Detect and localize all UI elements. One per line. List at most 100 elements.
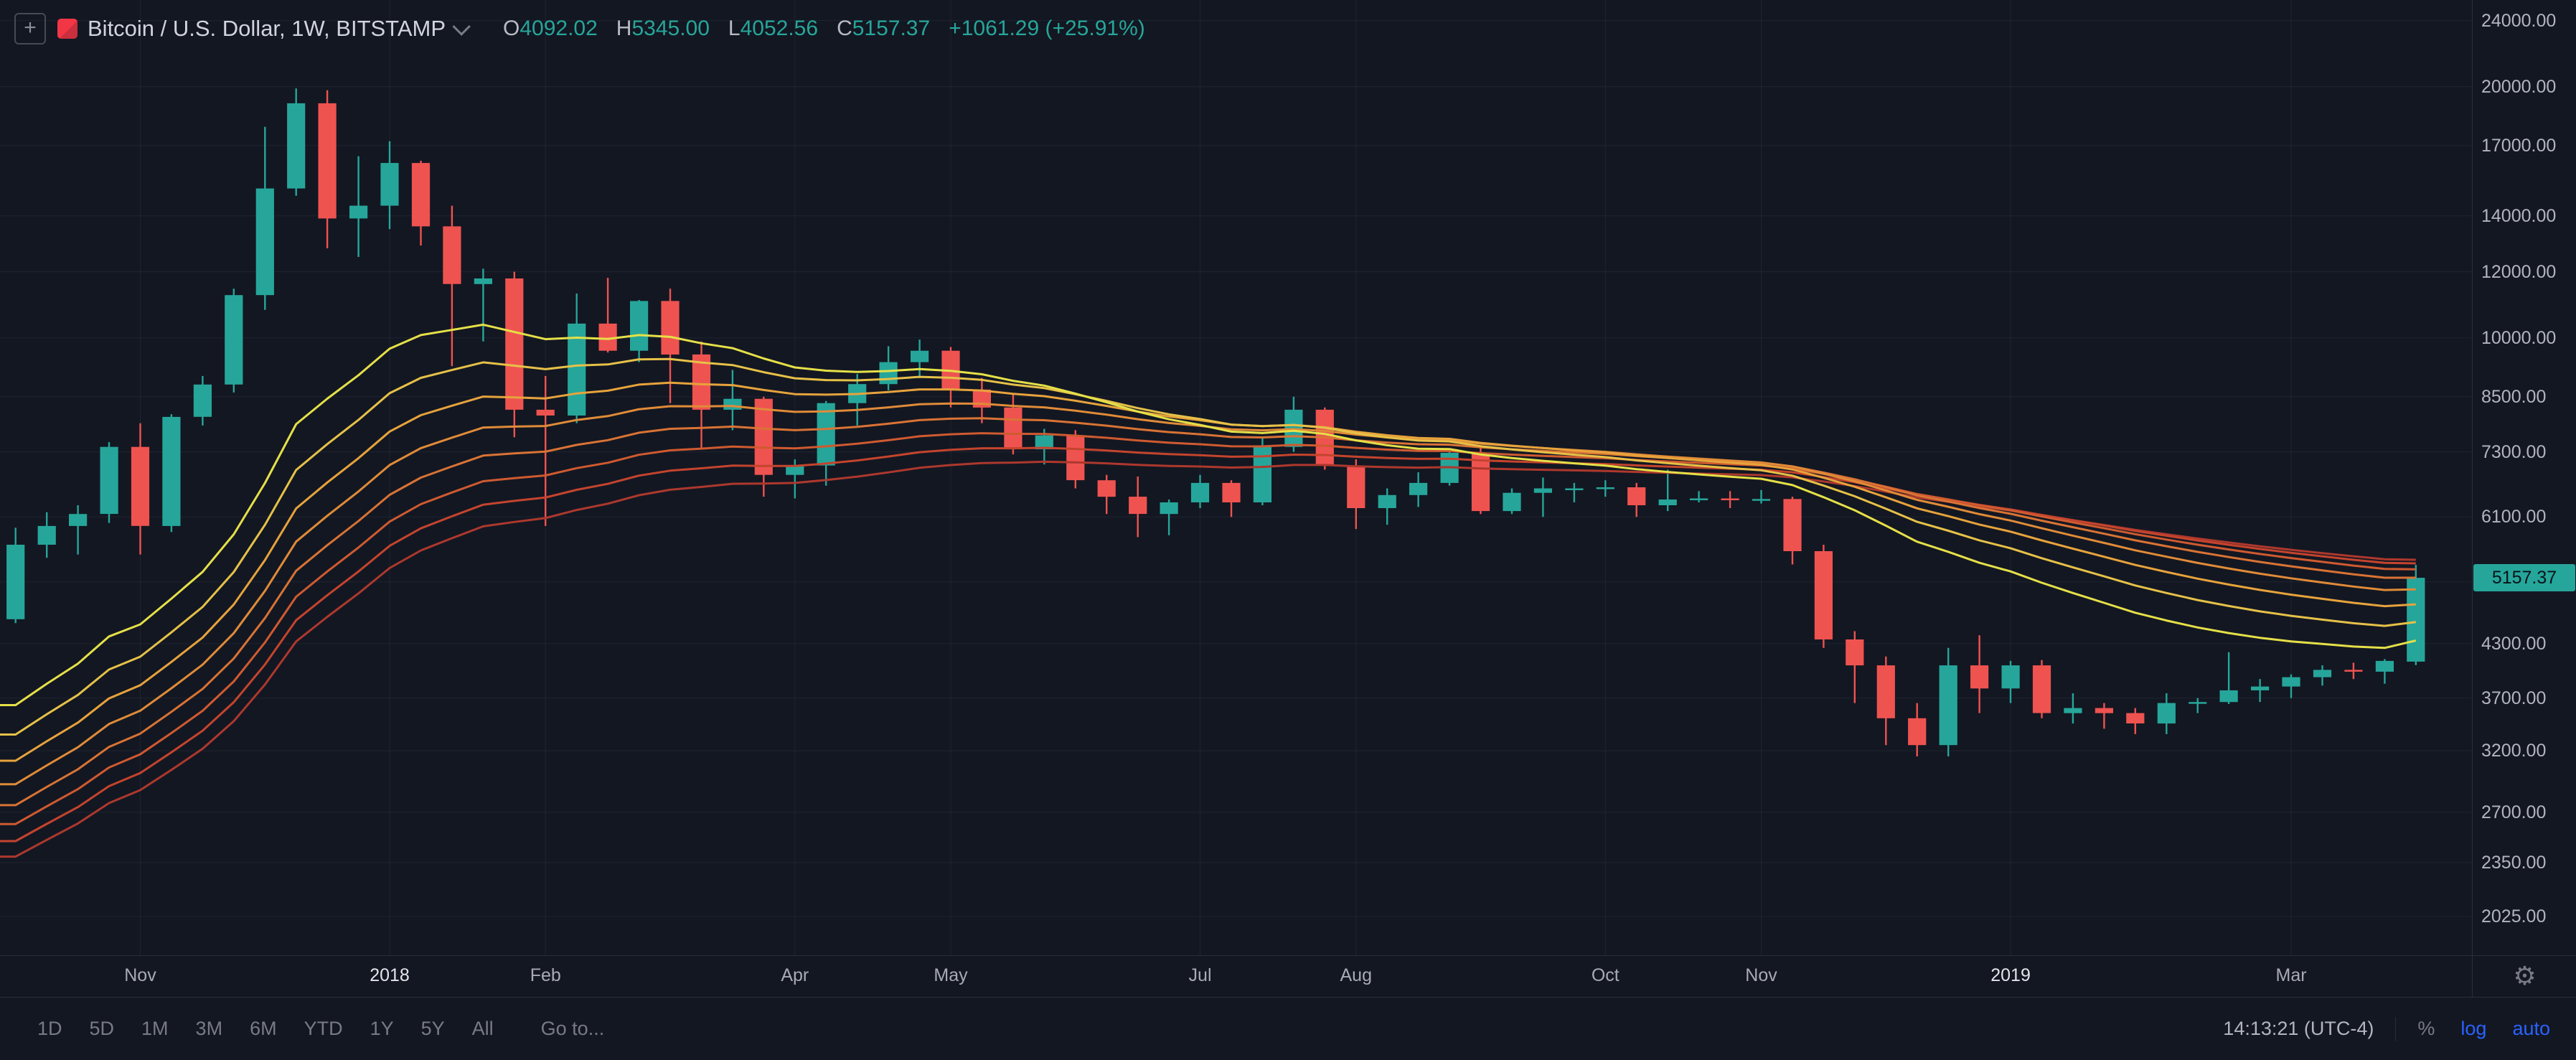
range-button-ytd[interactable]: YTD bbox=[304, 1018, 343, 1039]
time-axis-label-2018: 2018 bbox=[370, 965, 410, 985]
candle-body bbox=[1721, 498, 1739, 500]
instrument-logo-icon bbox=[57, 19, 77, 39]
candle-body bbox=[1627, 487, 1646, 505]
price-axis-label: 6100.00 bbox=[2481, 507, 2547, 527]
candle-body bbox=[474, 278, 492, 284]
candle-body bbox=[1533, 488, 1552, 493]
range-button-3m[interactable]: 3M bbox=[195, 1018, 223, 1039]
candle-body bbox=[2407, 578, 2425, 662]
candle-body bbox=[817, 403, 835, 466]
candle-body bbox=[1190, 482, 1210, 502]
candle-body bbox=[1876, 665, 1895, 718]
ohlc-values: O4092.02 H5345.00 L4052.56 C5157.37 +106… bbox=[503, 17, 1145, 41]
range-button-1y[interactable]: 1Y bbox=[370, 1018, 394, 1039]
change-value: +1061.29 (+25.91%) bbox=[949, 17, 1145, 40]
candle-body bbox=[2313, 670, 2332, 677]
goto-button[interactable]: Go to... bbox=[540, 1018, 605, 1039]
candle-body bbox=[2282, 677, 2300, 687]
time-axis-label-feb: Feb bbox=[530, 965, 561, 985]
grid bbox=[0, 0, 2472, 955]
candle-body bbox=[1814, 551, 1833, 639]
time-axis-label-oct: Oct bbox=[1591, 965, 1620, 985]
high-value: 5345.00 bbox=[631, 17, 710, 40]
ema-26-line bbox=[0, 357, 2416, 736]
price-chart[interactable] bbox=[0, 0, 2472, 955]
candle-body bbox=[1970, 665, 1989, 689]
candle-body bbox=[2064, 708, 2082, 713]
time-axis-label-apr: Apr bbox=[781, 965, 809, 985]
candles bbox=[6, 88, 2425, 756]
auto-scale-button[interactable]: auto bbox=[2512, 1018, 2550, 1039]
toolbar-divider bbox=[2395, 1016, 2397, 1041]
gear-icon[interactable]: ⚙ bbox=[2513, 962, 2537, 991]
ema-32-line bbox=[0, 381, 2416, 762]
price-axis-label: 4300.00 bbox=[2481, 633, 2547, 654]
price-axis-label: 2350.00 bbox=[2481, 852, 2547, 873]
chart-legend: + Bitcoin / U.S. Dollar, 1W, BITSTAMP O4… bbox=[14, 13, 1145, 44]
ema-38-line bbox=[0, 402, 2416, 786]
low-label: L bbox=[728, 17, 741, 40]
time-axis-label-nov: Nov bbox=[1745, 965, 1777, 985]
axis-corner: ⚙ bbox=[2472, 956, 2576, 997]
candle-body bbox=[1160, 502, 1178, 515]
chevron-down-icon[interactable] bbox=[452, 17, 471, 36]
log-scale-button[interactable]: log bbox=[2460, 1018, 2487, 1039]
add-symbol-button[interactable]: + bbox=[14, 13, 46, 44]
candle-body bbox=[318, 103, 337, 219]
percent-scale-button[interactable]: % bbox=[2417, 1018, 2435, 1039]
candle-body bbox=[131, 446, 150, 526]
range-button-1m[interactable]: 1M bbox=[141, 1018, 169, 1039]
candle-body bbox=[69, 514, 88, 526]
candle-body bbox=[911, 350, 929, 362]
price-axis[interactable]: 24000.00 20000.00 17000.00 14000.00 12000.00… bbox=[2472, 0, 2576, 955]
candle-body bbox=[2189, 702, 2207, 704]
time-axis-label-2019: 2019 bbox=[1990, 965, 2031, 985]
candle-body bbox=[1004, 407, 1023, 450]
candle-body bbox=[2157, 703, 2176, 724]
range-button-all[interactable]: All bbox=[471, 1018, 494, 1039]
current-price-tag: 5157.37 bbox=[2473, 564, 2575, 592]
symbol-title[interactable]: Bitcoin / U.S. Dollar, 1W, BITSTAMP bbox=[88, 16, 446, 41]
candle-body bbox=[1908, 718, 1927, 746]
candle-body bbox=[1565, 488, 1584, 490]
candle-body bbox=[287, 103, 306, 189]
candle-body bbox=[1129, 497, 1147, 515]
time-axis-label-jul: Jul bbox=[1188, 965, 1212, 985]
candle-body bbox=[1409, 482, 1428, 495]
candle-body bbox=[2095, 708, 2113, 713]
range-buttons: 1D 5D 1M 3M 6M YTD 1Y 5Y All bbox=[26, 1012, 509, 1046]
ma-ribbon bbox=[0, 323, 2417, 858]
ema-44-line bbox=[0, 417, 2416, 807]
range-button-1d[interactable]: 1D bbox=[37, 1018, 62, 1039]
time-axis-label-may: May bbox=[934, 965, 968, 985]
candle-body bbox=[2126, 713, 2145, 723]
range-button-5d[interactable]: 5D bbox=[89, 1018, 115, 1039]
range-button-5y[interactable]: 5Y bbox=[420, 1018, 445, 1039]
open-label: O bbox=[503, 17, 520, 40]
candle-body bbox=[1596, 487, 1614, 489]
clock-text[interactable]: 14:13:21 (UTC-4) bbox=[2223, 1018, 2374, 1039]
price-axis-label: 12000.00 bbox=[2481, 261, 2557, 282]
candle-body bbox=[6, 545, 25, 619]
candle-body bbox=[1503, 492, 1521, 512]
candle-body bbox=[630, 301, 649, 351]
candle-body bbox=[193, 384, 212, 417]
price-axis-label: 14000.00 bbox=[2481, 205, 2557, 226]
close-label: C bbox=[837, 17, 852, 40]
candle-body bbox=[2219, 690, 2238, 703]
candle-body bbox=[2375, 660, 2394, 672]
time-axis[interactable]: Nov 2018 Feb Apr May Jul Aug Oct Nov 2019 Mar ⚙ bbox=[0, 955, 2576, 998]
candle-body bbox=[661, 301, 680, 355]
candle-body bbox=[1066, 435, 1085, 481]
price-axis-label: 20000.00 bbox=[2481, 76, 2557, 97]
candle-body bbox=[1783, 499, 1802, 551]
range-button-6m[interactable]: 6M bbox=[250, 1018, 277, 1039]
price-axis-label: 10000.00 bbox=[2481, 327, 2557, 348]
ema-56-line bbox=[0, 446, 2416, 843]
candle-body bbox=[1471, 453, 1490, 512]
time-axis-label-mar: Mar bbox=[2275, 965, 2307, 985]
ema-50-line bbox=[0, 432, 2416, 825]
price-axis-label: 2025.00 bbox=[2481, 906, 2547, 927]
close-value: 5157.37 bbox=[852, 17, 931, 40]
candle-body bbox=[255, 188, 274, 296]
